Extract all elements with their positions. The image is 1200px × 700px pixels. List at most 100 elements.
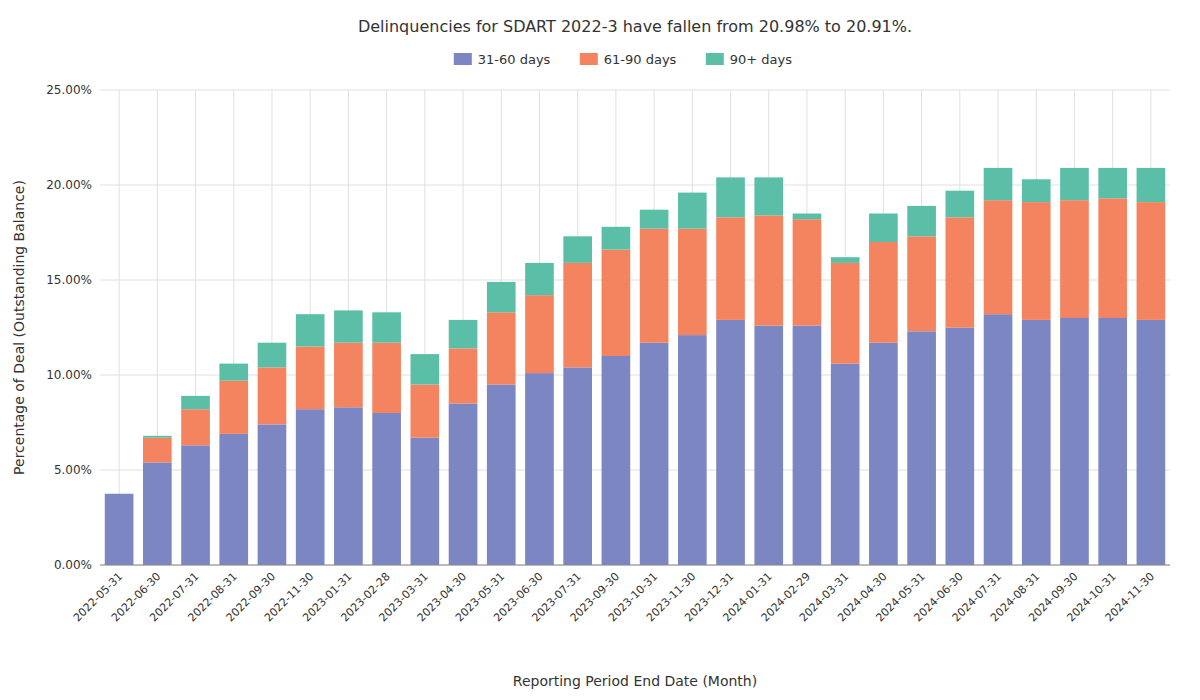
bar <box>945 217 974 327</box>
x-tick-label: 2024-11-30 <box>1103 570 1157 624</box>
y-axis-label: Percentage of Deal (Outstanding Balance) <box>11 180 27 475</box>
bar <box>640 210 669 229</box>
bar <box>754 177 783 215</box>
bar <box>945 328 974 566</box>
bar <box>1060 168 1089 200</box>
bar <box>640 343 669 565</box>
bar <box>258 343 287 368</box>
bar <box>372 343 401 413</box>
bar <box>716 177 745 217</box>
bar <box>410 385 439 438</box>
bar <box>869 214 898 243</box>
bar <box>984 314 1013 565</box>
bar <box>793 219 822 325</box>
bar <box>602 250 631 356</box>
bar <box>984 200 1013 314</box>
bar <box>678 193 707 229</box>
legend-label: 61-90 days <box>604 52 677 67</box>
bar <box>1098 168 1127 198</box>
bar <box>1060 200 1089 318</box>
bar <box>716 320 745 565</box>
bar <box>143 436 172 438</box>
bar <box>1060 318 1089 565</box>
bar <box>296 409 325 565</box>
bar <box>602 356 631 565</box>
bar <box>143 462 172 565</box>
bar <box>1137 168 1166 202</box>
bar <box>1137 202 1166 320</box>
bar <box>449 348 478 403</box>
y-tick-label: 10.00% <box>46 368 92 382</box>
bar <box>945 191 974 218</box>
bar <box>258 424 287 565</box>
grid-line-y <box>100 565 1170 566</box>
bar <box>907 206 936 236</box>
grid <box>100 90 1170 565</box>
bar <box>602 227 631 250</box>
bar <box>334 407 363 565</box>
bar <box>525 373 554 565</box>
bar <box>334 343 363 408</box>
bar <box>105 493 134 494</box>
bar <box>1022 320 1051 565</box>
bar <box>907 236 936 331</box>
bar <box>372 413 401 565</box>
bar <box>334 310 363 342</box>
bar <box>754 326 783 565</box>
bar <box>410 354 439 384</box>
bar <box>296 347 325 410</box>
y-tick-label: 20.00% <box>46 178 92 192</box>
y-tick-label: 0.00% <box>54 558 92 572</box>
bar <box>831 263 860 364</box>
bars <box>105 168 1165 565</box>
bar <box>487 385 516 566</box>
y-tick-label: 5.00% <box>54 463 92 477</box>
bar <box>831 364 860 565</box>
legend-label: 90+ days <box>730 52 792 67</box>
bar <box>143 438 172 463</box>
bar <box>372 312 401 342</box>
bar <box>449 404 478 566</box>
x-axis-line <box>100 565 1170 566</box>
bar <box>984 168 1013 200</box>
bar <box>1098 198 1127 318</box>
bar <box>869 242 898 343</box>
bar <box>296 314 325 346</box>
legend-swatch <box>454 53 472 65</box>
bar <box>869 343 898 565</box>
bar <box>831 257 860 263</box>
bar <box>525 263 554 295</box>
bar <box>716 217 745 320</box>
bar <box>525 295 554 373</box>
bar <box>410 438 439 565</box>
legend-label: 31-60 days <box>478 52 551 67</box>
legend-swatch <box>580 53 598 65</box>
bar <box>1022 179 1051 202</box>
bar <box>219 364 248 381</box>
x-axis-label: Reporting Period End Date (Month) <box>513 673 757 689</box>
bar <box>640 229 669 343</box>
bar <box>907 331 936 565</box>
title: Delinquencies for SDART 2022-3 have fall… <box>358 17 912 36</box>
bar <box>487 282 516 312</box>
bar <box>678 335 707 565</box>
grid-line-y <box>100 90 1170 91</box>
legend-swatch <box>706 53 724 65</box>
bar <box>487 312 516 384</box>
bar <box>793 326 822 565</box>
bar <box>1137 320 1166 565</box>
bar <box>181 409 210 445</box>
bar <box>181 445 210 565</box>
bar <box>754 215 783 325</box>
bar <box>219 434 248 565</box>
bar <box>105 493 134 494</box>
bar <box>563 236 592 263</box>
bar <box>105 494 134 565</box>
bar <box>258 367 287 424</box>
bar <box>449 320 478 349</box>
y-tick-label: 15.00% <box>46 273 92 287</box>
y-tick-label: 25.00% <box>46 83 92 97</box>
bar <box>563 263 592 368</box>
bar <box>219 381 248 434</box>
bar <box>1022 202 1051 320</box>
